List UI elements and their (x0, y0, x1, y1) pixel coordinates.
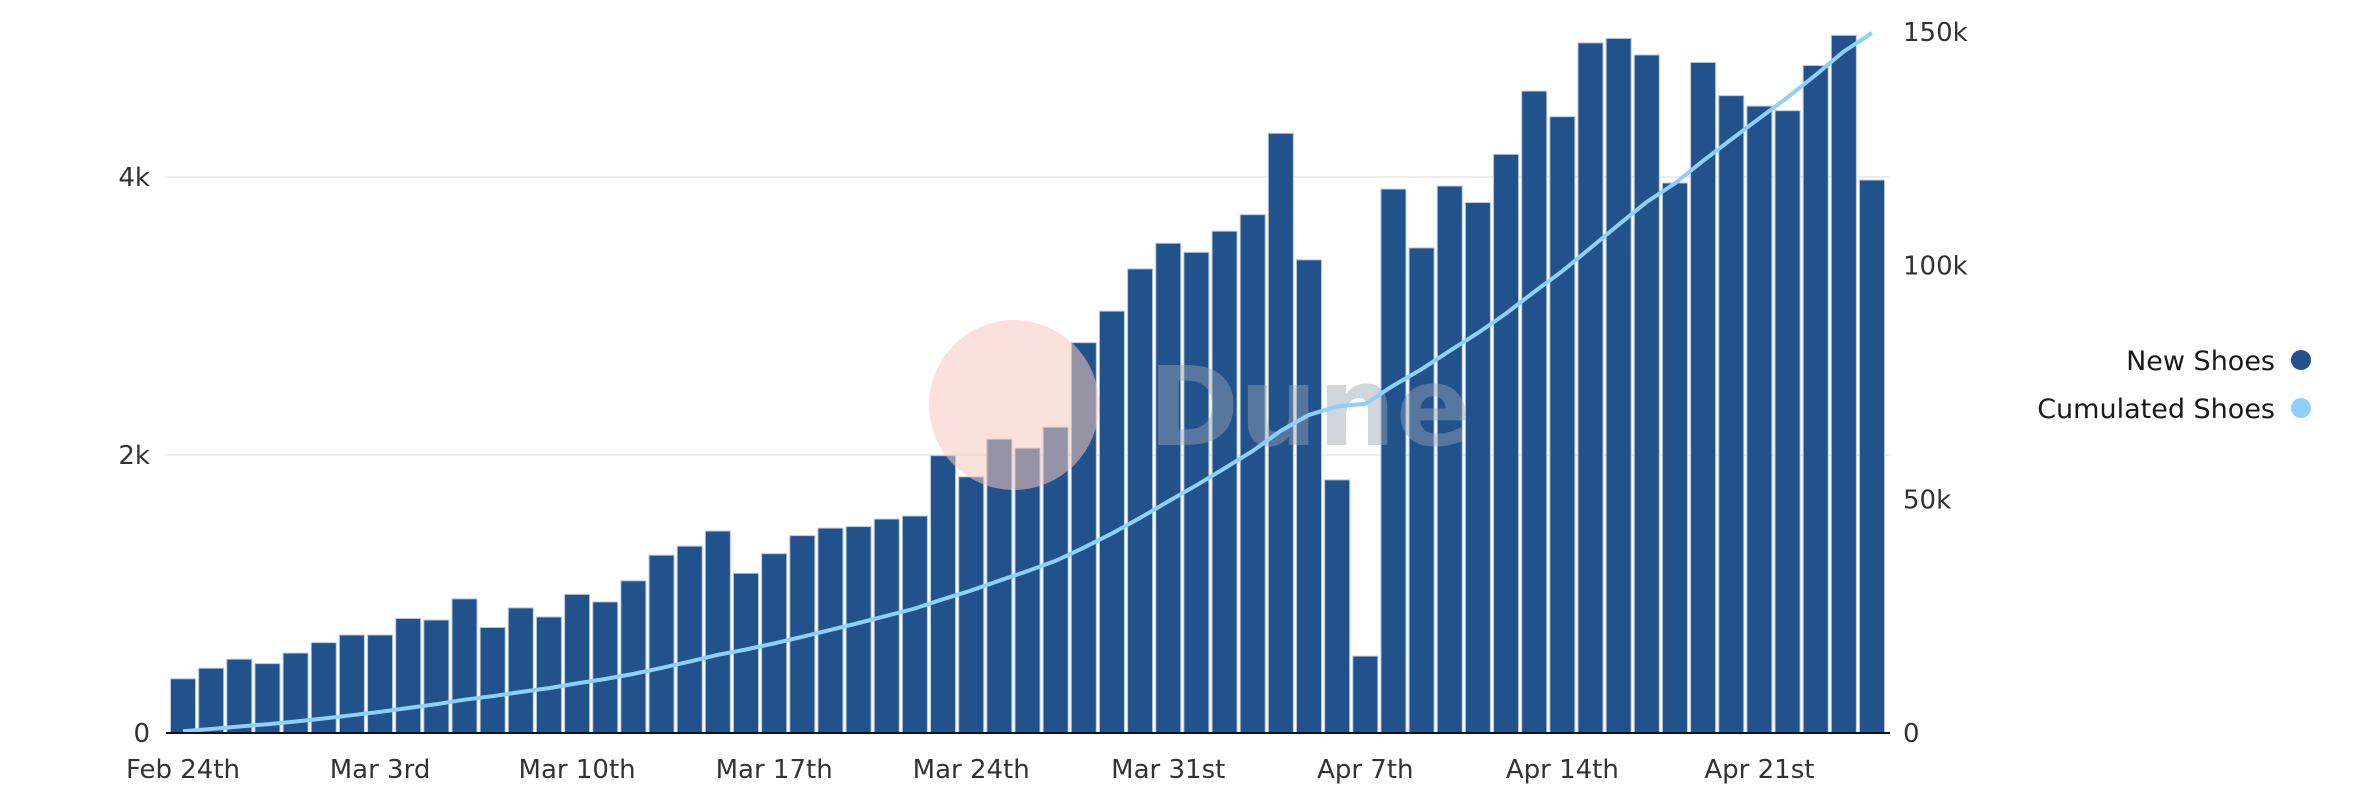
bar[interactable] (1493, 153, 1520, 734)
right-tick-label: 150k (1903, 18, 1968, 48)
legend: New Shoes Cumulated Shoes (2037, 346, 2311, 425)
left-axis: 0 2k 4k (118, 163, 150, 749)
bar[interactable] (1098, 310, 1125, 734)
bar[interactable] (1380, 188, 1407, 734)
bar[interactable] (507, 607, 534, 734)
legend-item-new-shoes[interactable]: New Shoes (2126, 346, 2311, 377)
left-tick-label: 4k (118, 163, 150, 193)
right-tick-label: 100k (1903, 252, 1968, 282)
bar[interactable] (535, 616, 562, 734)
bar[interactable] (1549, 116, 1576, 734)
bar[interactable] (479, 626, 506, 734)
x-tick-label: Feb 24th (126, 755, 240, 785)
legend-label: Cumulated Shoes (2037, 394, 2275, 425)
bar[interactable] (423, 619, 450, 734)
bar[interactable] (367, 634, 394, 734)
bar[interactable] (1239, 214, 1266, 734)
bar[interactable] (845, 526, 872, 734)
x-axis: Feb 24th Mar 3rd Mar 10th Mar 17th Mar 24th M… (126, 755, 1814, 785)
bar[interactable] (1464, 202, 1491, 734)
x-tick-label: Apr 14th (1506, 755, 1619, 785)
bar[interactable] (1155, 242, 1182, 734)
bar[interactable] (676, 545, 703, 734)
bar[interactable] (1127, 268, 1154, 734)
x-tick-label: Mar 3rd (330, 755, 431, 785)
bar[interactable] (620, 580, 647, 734)
x-tick-label: Mar 24th (913, 755, 1030, 785)
bar[interactable] (338, 634, 365, 734)
bar[interactable] (704, 530, 731, 734)
bar[interactable] (1408, 247, 1435, 734)
right-tick-label: 50k (1903, 485, 1951, 515)
bar[interactable] (170, 678, 196, 734)
bar[interactable] (901, 515, 928, 734)
bar[interactable] (451, 598, 478, 734)
right-axis: 0 50k 100k 150k (1903, 18, 1968, 749)
x-tick-label: Mar 10th (519, 755, 636, 785)
bar[interactable] (1577, 42, 1604, 734)
bar[interactable] (1605, 37, 1632, 734)
bar[interactable] (1014, 447, 1041, 734)
bar[interactable] (648, 554, 675, 734)
x-tick-label: Mar 31st (1111, 755, 1225, 785)
bar[interactable] (1802, 65, 1829, 734)
bar[interactable] (1746, 105, 1773, 734)
bar[interactable] (930, 455, 957, 734)
bar[interactable] (1690, 61, 1717, 734)
bar[interactable] (873, 518, 900, 734)
bar[interactable] (1183, 251, 1210, 734)
legend-item-cumulated-shoes[interactable]: Cumulated Shoes (2037, 394, 2311, 425)
dune-watermark: Dune (929, 320, 1471, 490)
bar[interactable] (1352, 655, 1379, 734)
bar[interactable] (958, 476, 985, 734)
legend-swatch (2291, 350, 2311, 370)
bar[interactable] (789, 535, 816, 734)
x-tick-label: Apr 7th (1317, 755, 1413, 785)
legend-swatch (2291, 398, 2311, 418)
bar[interactable] (592, 601, 619, 734)
bar[interactable] (1633, 54, 1660, 734)
x-tick-label: Mar 17th (716, 755, 833, 785)
bar[interactable] (1830, 34, 1857, 734)
right-tick-label: 0 (1903, 719, 1920, 749)
bar[interactable] (1436, 185, 1463, 734)
bar[interactable] (198, 667, 225, 734)
left-tick-label: 0 (133, 719, 150, 749)
x-tick-label: Apr 21st (1704, 755, 1814, 785)
watermark-text: Dune (1148, 343, 1471, 471)
line-series-cumulated-shoes (182, 31, 1874, 734)
left-tick-label: 2k (118, 441, 150, 471)
bar[interactable] (1661, 182, 1688, 734)
bar[interactable] (1774, 110, 1801, 734)
bar[interactable] (226, 658, 253, 734)
bar[interactable] (1296, 259, 1322, 734)
bar[interactable] (1324, 479, 1351, 734)
watermark-logo-circle (929, 320, 1099, 490)
bar[interactable] (1521, 90, 1548, 734)
bar[interactable] (1718, 95, 1745, 734)
bar[interactable] (1859, 179, 1885, 734)
legend-label: New Shoes (2126, 346, 2275, 377)
bar[interactable] (564, 593, 591, 734)
bar[interactable] (395, 617, 422, 734)
bar[interactable] (1211, 230, 1238, 734)
